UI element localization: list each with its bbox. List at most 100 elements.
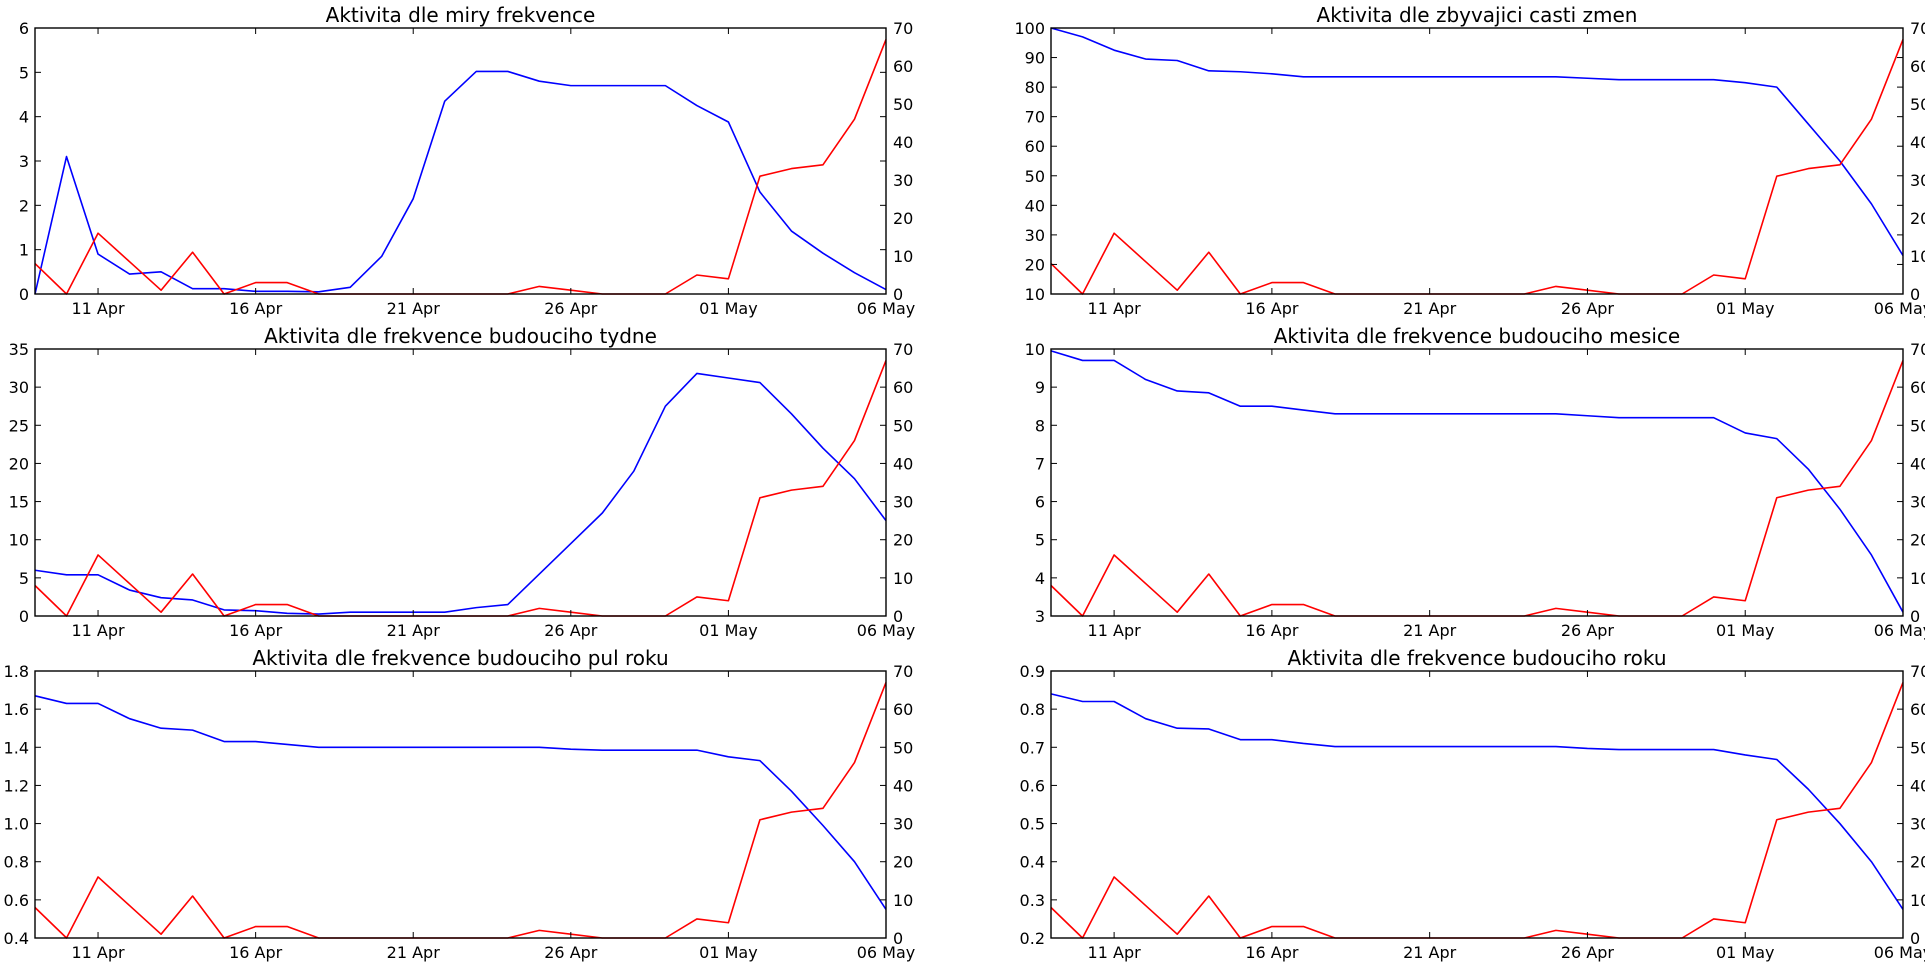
x-tick-label: 06 May xyxy=(1874,299,1925,318)
y-tick-label-left: 5 xyxy=(19,63,29,82)
y-tick-label-left: 0 xyxy=(19,285,29,304)
y-tick-label-right: 60 xyxy=(893,378,913,397)
x-tick-label: 01 May xyxy=(699,299,758,318)
y-tick-label-right: 40 xyxy=(893,776,913,795)
y-tick-label-right: 70 xyxy=(893,19,913,38)
y-tick-label-left: 30 xyxy=(1025,226,1045,245)
y-tick-label-left: 35 xyxy=(9,340,29,359)
x-tick-label: 01 May xyxy=(1716,299,1775,318)
y-tick-label-right: 10 xyxy=(893,247,913,266)
y-tick-label-right: 10 xyxy=(1910,891,1925,910)
y-tick-label-left: 5 xyxy=(19,569,29,588)
x-tick-label: 06 May xyxy=(1874,621,1925,640)
y-tick-label-right: 10 xyxy=(893,569,913,588)
y-tick-label-left: 0.7 xyxy=(1020,738,1045,757)
y-tick-label-right: 60 xyxy=(893,57,913,76)
x-tick-label: 16 Apr xyxy=(1245,943,1299,962)
y-tick-label-left: 70 xyxy=(1025,108,1045,127)
y-tick-label-left: 0.8 xyxy=(1020,700,1045,719)
y-tick-label-left: 0.3 xyxy=(1020,891,1045,910)
series-line-right xyxy=(1050,39,1904,295)
y-tick-label-left: 8 xyxy=(1035,416,1045,435)
y-tick-label-left: 20 xyxy=(1025,255,1045,274)
x-tick-label: 16 Apr xyxy=(229,943,283,962)
y-tick-label-left: 5 xyxy=(1035,531,1045,550)
plot-frame xyxy=(1050,670,1904,939)
y-tick-label-left: 6 xyxy=(1035,493,1045,512)
series-line-left xyxy=(34,372,887,615)
y-tick-label-right: 0 xyxy=(1910,285,1920,304)
y-tick-label-right: 50 xyxy=(1910,416,1925,435)
y-tick-label-left: 10 xyxy=(9,531,29,550)
y-tick-label-right: 20 xyxy=(1910,209,1925,228)
y-tick-label-right: 70 xyxy=(893,662,913,681)
x-tick-label: 01 May xyxy=(699,943,758,962)
plot-frame xyxy=(34,670,887,939)
y-tick-label-right: 50 xyxy=(893,95,913,114)
x-tick-label: 06 May xyxy=(857,621,916,640)
y-tick-label-right: 30 xyxy=(893,815,913,834)
y-tick-label-right: 40 xyxy=(1910,776,1925,795)
series-line-left xyxy=(1050,693,1904,910)
y-tick-label-left: 0.5 xyxy=(1020,815,1045,834)
y-tick-label-left: 3 xyxy=(1035,607,1045,626)
chart-title: Aktivita dle zbyvajici casti zmen xyxy=(1317,3,1638,27)
y-tick-label-right: 70 xyxy=(1910,662,1925,681)
x-tick-label: 11 Apr xyxy=(71,943,125,962)
x-tick-label: 11 Apr xyxy=(71,621,125,640)
subplot-4: Aktivita dle frekvence budouciho mesice 3… xyxy=(1025,324,1925,640)
plot-frame xyxy=(34,348,887,617)
y-tick-label-right: 60 xyxy=(1910,700,1925,719)
y-tick-label-right: 10 xyxy=(1910,247,1925,266)
y-tick-label-left: 90 xyxy=(1025,49,1045,68)
y-tick-label-right: 40 xyxy=(1910,133,1925,152)
y-tick-label-left: 0.9 xyxy=(1020,662,1045,681)
x-tick-label: 16 Apr xyxy=(229,621,283,640)
y-tick-label-right: 60 xyxy=(1910,378,1925,397)
x-tick-label: 11 Apr xyxy=(1088,621,1142,640)
plot-frame xyxy=(1050,348,1904,617)
x-tick-label: 21 Apr xyxy=(387,943,441,962)
x-tick-label: 26 Apr xyxy=(1561,621,1615,640)
subplot-5: Aktivita dle frekvence budouciho pul rok… xyxy=(4,646,916,962)
y-tick-label-right: 70 xyxy=(1910,19,1925,38)
y-tick-label-right: 30 xyxy=(893,493,913,512)
y-tick-label-left: 1.4 xyxy=(4,738,29,757)
y-tick-label-left: 0.6 xyxy=(1020,776,1045,795)
y-tick-label-right: 50 xyxy=(1910,95,1925,114)
y-tick-label-right: 0 xyxy=(1910,929,1920,948)
y-tick-label-left: 30 xyxy=(9,378,29,397)
y-tick-label-left: 2 xyxy=(19,196,29,215)
series-line-right xyxy=(34,39,887,295)
plot-frame xyxy=(34,27,887,295)
y-tick-label-right: 10 xyxy=(1910,569,1925,588)
y-tick-label-right: 50 xyxy=(893,738,913,757)
y-tick-label-left: 0.2 xyxy=(1020,929,1045,948)
y-tick-label-right: 10 xyxy=(893,891,913,910)
x-tick-label: 26 Apr xyxy=(544,299,598,318)
y-tick-label-left: 1 xyxy=(19,241,29,260)
series-line-left xyxy=(34,695,887,910)
x-tick-label: 21 Apr xyxy=(1403,621,1457,640)
y-tick-label-left: 3 xyxy=(19,152,29,171)
x-tick-label: 21 Apr xyxy=(387,621,441,640)
x-tick-label: 11 Apr xyxy=(1088,299,1142,318)
chart-title: Aktivita dle miry frekvence xyxy=(326,3,596,27)
y-tick-label-left: 1.6 xyxy=(4,700,29,719)
subplot-6: Aktivita dle frekvence budouciho roku 0.2… xyxy=(1020,646,1925,962)
y-tick-label-left: 10 xyxy=(1025,285,1045,304)
y-tick-label-left: 9 xyxy=(1035,378,1045,397)
x-tick-label: 06 May xyxy=(857,943,916,962)
y-tick-label-right: 50 xyxy=(1910,738,1925,757)
y-tick-label-left: 0.8 xyxy=(4,853,29,872)
x-tick-label: 26 Apr xyxy=(1561,943,1615,962)
y-tick-label-right: 70 xyxy=(1910,340,1925,359)
chart-title: Aktivita dle frekvence budouciho pul rok… xyxy=(252,646,668,670)
y-tick-label-right: 20 xyxy=(893,531,913,550)
chart-title: Aktivita dle frekvence budouciho tydne xyxy=(264,324,657,348)
y-tick-label-left: 0.4 xyxy=(1020,853,1045,872)
x-tick-label: 26 Apr xyxy=(1561,299,1615,318)
y-tick-label-left: 7 xyxy=(1035,454,1045,473)
y-tick-label-right: 30 xyxy=(893,171,913,190)
